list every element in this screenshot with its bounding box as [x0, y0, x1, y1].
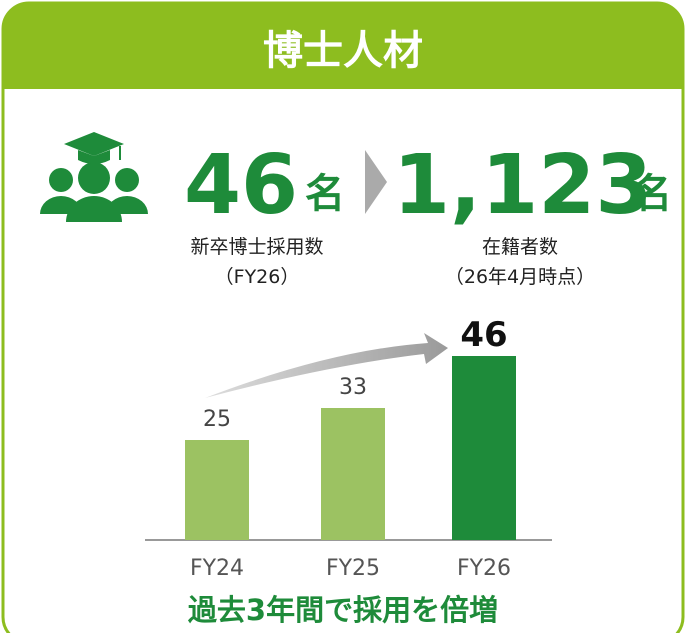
x-tick-label: FY24 — [190, 556, 244, 581]
header-band — [3, 3, 683, 89]
bar — [185, 440, 249, 540]
value-label: 46 — [460, 315, 507, 355]
stat-label: 新卒博士採用数 — [190, 236, 323, 258]
stat-number: 1,123 — [393, 138, 652, 233]
bar — [321, 408, 385, 540]
bar — [452, 356, 516, 540]
people-icon — [40, 132, 148, 222]
trend-arrow — [205, 333, 448, 398]
chevron — [365, 150, 387, 214]
stat-unit: 名 — [632, 171, 672, 217]
stat-sublabel: （FY26） — [215, 266, 300, 288]
stat-number: 46 — [184, 138, 298, 233]
stat-unit: 名 — [305, 171, 345, 217]
stat-label: 在籍者数 — [482, 236, 558, 258]
header-title: 博士人材 — [263, 28, 423, 74]
x-tick-label: FY26 — [457, 556, 511, 581]
value-label: 33 — [339, 375, 367, 400]
footer-text: 過去3年間で採用を倍増 — [188, 593, 498, 627]
value-label: 25 — [203, 407, 231, 432]
x-tick-label: FY25 — [326, 556, 380, 581]
stat-sublabel: （26年4月時点） — [445, 266, 595, 288]
